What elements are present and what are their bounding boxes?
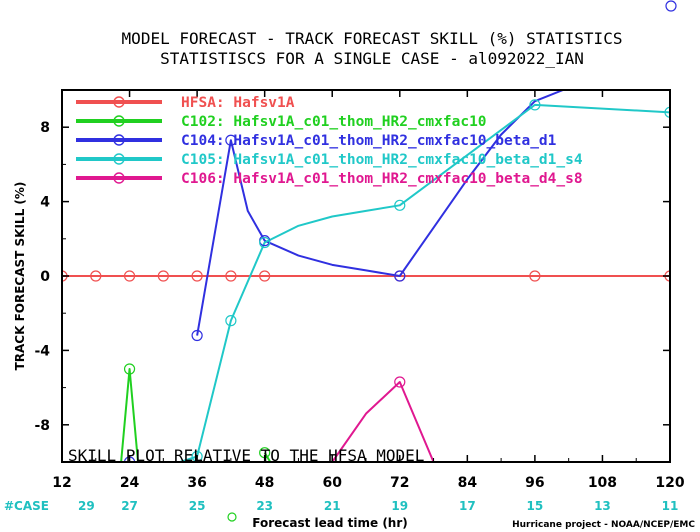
series-point-0 xyxy=(157,270,169,282)
offscale-marker xyxy=(227,512,237,522)
case-label: #CASE xyxy=(4,499,49,513)
series-point-3 xyxy=(664,106,670,118)
x-tick-label: 36 xyxy=(187,475,206,491)
series-point-2 xyxy=(225,134,237,146)
legend-label-3: C105: Hafsv1A_c01_thom_HR2_cmxfac10_beta… xyxy=(181,152,583,168)
case-count: 19 xyxy=(391,499,408,513)
x-tick-label: 48 xyxy=(255,475,274,491)
series-line-2 xyxy=(196,90,564,336)
y-tick-label: 8 xyxy=(40,120,50,136)
legend-label-2: C104: Hafsv1A_c01_thom_HR2_cmxfac10_beta… xyxy=(181,133,557,149)
x-tick-label: 60 xyxy=(322,475,342,491)
corner-marker xyxy=(665,0,677,12)
x-tick-label: 108 xyxy=(588,475,617,491)
case-count: 17 xyxy=(459,499,476,513)
case-count: 27 xyxy=(121,499,138,513)
case-count: 13 xyxy=(594,499,611,513)
credit-text: Hurricane project - NOAA/NCEP/EMC xyxy=(512,520,695,530)
series-point-4 xyxy=(394,376,406,388)
series-line-1 xyxy=(120,368,260,462)
series-point-0 xyxy=(259,270,271,282)
x-tick-label: 12 xyxy=(52,475,71,491)
legend-label-1: C102: Hafsv1A_c01_thom_HR2_cmxfac10 xyxy=(181,114,487,130)
series-point-0 xyxy=(191,270,203,282)
legend-marker-2 xyxy=(113,134,125,146)
series-point-0 xyxy=(90,270,102,282)
y-tick-label: 0 xyxy=(40,269,50,285)
x-axis-label: Forecast lead time (hr) xyxy=(252,516,408,530)
legend-label-0: HFSA: Hafsv1A xyxy=(181,95,295,111)
x-tick-label: 72 xyxy=(390,475,409,491)
case-count: 25 xyxy=(189,499,206,513)
case-count: 15 xyxy=(527,499,544,513)
series-point-2 xyxy=(394,270,406,282)
case-count: 11 xyxy=(662,499,679,513)
legend-marker-0 xyxy=(113,96,125,108)
chart-title: MODEL FORECAST - TRACK FORECAST SKILL (%… xyxy=(122,29,623,48)
series-point-3 xyxy=(259,236,271,249)
x-tick-label: 24 xyxy=(120,475,140,491)
y-tick-label: -4 xyxy=(34,343,50,359)
series-point-3 xyxy=(529,99,541,111)
case-count: 23 xyxy=(256,499,273,513)
skill-annotation: SKILL PLOT RELATIVE TO THE HFSA MODEL xyxy=(68,446,424,465)
series-point-3 xyxy=(225,315,237,327)
legend-marker-3 xyxy=(113,153,125,165)
marker-layer xyxy=(62,99,670,462)
y-tick-label: 4 xyxy=(40,195,50,211)
legend-marker-1 xyxy=(113,115,125,127)
legend-label-4: C106: Hafsv1A_c01_thom_HR2_cmxfac10_beta… xyxy=(181,171,583,187)
x-tick-label: 96 xyxy=(525,475,544,491)
series-line-4 xyxy=(331,381,435,462)
series-point-0 xyxy=(123,270,136,282)
case-count: 29 xyxy=(78,499,95,513)
series-point-3 xyxy=(394,199,406,211)
chart-subtitle: STATISTISCS FOR A SINGLE CASE - al092022… xyxy=(160,49,584,68)
series-point-0 xyxy=(225,270,237,282)
legend: HFSA: Hafsv1A C102: Hafsv1A_c01_thom_HR2_… xyxy=(76,95,583,187)
series-layer xyxy=(62,90,670,462)
y-axis-label: TRACK FORECAST SKILL (%) xyxy=(13,182,27,371)
x-tick-label: 120 xyxy=(655,475,684,491)
legend-marker-4 xyxy=(113,172,125,184)
axis-layer: 1229242736254823602172198417961510813120… xyxy=(34,90,685,513)
series-point-1 xyxy=(123,363,136,375)
series-point-0 xyxy=(529,270,541,282)
x-tick-label: 84 xyxy=(458,475,478,491)
series-point-2 xyxy=(191,329,203,342)
y-tick-label: -8 xyxy=(34,418,50,434)
case-count: 21 xyxy=(324,499,341,513)
series-line-3 xyxy=(179,103,670,462)
